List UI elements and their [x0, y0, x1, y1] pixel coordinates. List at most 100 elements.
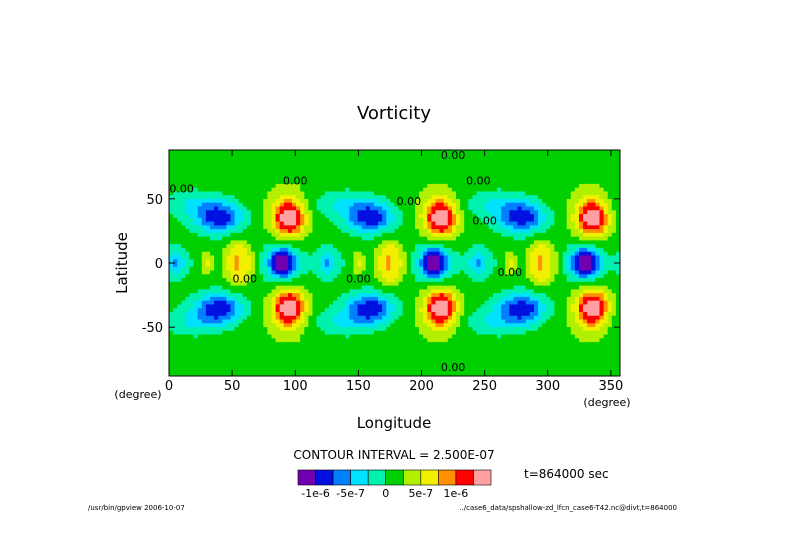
field-cell: [341, 247, 346, 253]
field-cell: [222, 330, 227, 336]
field-cell: [480, 372, 486, 376]
field-cell: [382, 372, 387, 376]
field-cell: [361, 345, 367, 351]
field-cell: [296, 259, 301, 264]
field-cell: [263, 270, 268, 275]
field-cell: [197, 150, 203, 155]
field-cell: [357, 319, 363, 324]
field-cell: [394, 217, 400, 223]
field-cell: [402, 187, 408, 193]
field-cell: [316, 157, 322, 162]
field-cell: [394, 300, 400, 306]
field-cell: [460, 172, 465, 177]
field-cell: [509, 187, 514, 193]
field-cell: [460, 232, 465, 238]
field-cell: [349, 187, 355, 193]
field-cell: [419, 274, 424, 279]
field-cell: [464, 210, 469, 215]
field-cell: [296, 255, 301, 260]
field-cell: [382, 244, 387, 249]
field-cell: [443, 244, 449, 249]
field-cell: [394, 263, 400, 268]
field-cell: [431, 206, 437, 211]
field-cell: [480, 266, 486, 272]
field-cell: [423, 360, 428, 366]
field-cell: [439, 206, 445, 211]
field-cell: [353, 232, 359, 238]
field-cell: [509, 150, 514, 155]
field-cell: [492, 187, 498, 193]
field-cell: [419, 240, 424, 245]
field-cell: [267, 183, 273, 189]
field-cell: [251, 338, 256, 343]
field-cell: [419, 225, 424, 230]
field-cell: [238, 247, 244, 253]
field-cell: [210, 285, 215, 290]
field-cell: [361, 353, 367, 358]
field-cell: [365, 353, 371, 358]
field-cell: [292, 342, 297, 347]
field-cell: [238, 372, 244, 376]
field-cell: [173, 304, 178, 309]
field-cell: [230, 198, 236, 204]
field-cell: [316, 285, 322, 290]
field-cell: [275, 349, 281, 354]
field-cell: [222, 247, 227, 253]
field-cell: [394, 214, 400, 219]
field-cell: [374, 157, 379, 162]
field-cell: [353, 187, 359, 193]
field-cell: [460, 278, 465, 283]
field-cell: [242, 153, 248, 159]
field-cell: [275, 161, 281, 166]
field-cell: [501, 191, 506, 196]
field-cell: [287, 172, 293, 177]
field-cell: [189, 323, 195, 328]
field-cell: [501, 300, 506, 306]
field-cell: [201, 244, 207, 249]
field-cell: [505, 198, 510, 204]
field-cell: [259, 232, 264, 238]
field-cell: [226, 270, 232, 275]
field-cell: [271, 214, 277, 219]
field-cell: [283, 345, 289, 351]
field-cell: [374, 330, 379, 336]
field-cell: [242, 172, 248, 177]
field-cell: [431, 191, 437, 196]
field-cell: [210, 198, 215, 204]
field-cell: [501, 251, 506, 257]
field-cell: [394, 349, 400, 354]
field-cell: [484, 225, 490, 230]
field-cell: [415, 308, 420, 313]
field-cell: [328, 285, 334, 290]
field-cell: [169, 304, 174, 309]
field-cell: [328, 357, 334, 362]
field-cell: [296, 300, 301, 306]
field-cell: [283, 360, 289, 366]
field-cell: [308, 319, 314, 324]
field-cell: [169, 349, 174, 354]
field-cell: [333, 229, 338, 234]
field-cell: [328, 225, 334, 230]
field-cell: [390, 255, 396, 260]
field-cell: [406, 161, 412, 166]
field-cell: [197, 225, 203, 230]
field-cell: [501, 195, 506, 200]
field-cell: [439, 285, 445, 290]
field-cell: [185, 319, 191, 324]
field-cell: [173, 263, 178, 268]
field-cell: [374, 300, 379, 306]
field-cell: [197, 278, 203, 283]
field-cell: [271, 198, 277, 204]
field-cell: [365, 285, 371, 290]
field-cell: [451, 150, 457, 155]
field-cell: [263, 236, 268, 241]
field-cell: [374, 281, 379, 287]
field-cell: [267, 198, 273, 204]
field-cell: [456, 180, 461, 185]
field-cell: [275, 308, 281, 313]
field-cell: [197, 274, 203, 279]
field-cell: [251, 236, 256, 241]
field-cell: [369, 229, 375, 234]
field-cell: [431, 334, 437, 339]
field-cell: [398, 195, 404, 200]
